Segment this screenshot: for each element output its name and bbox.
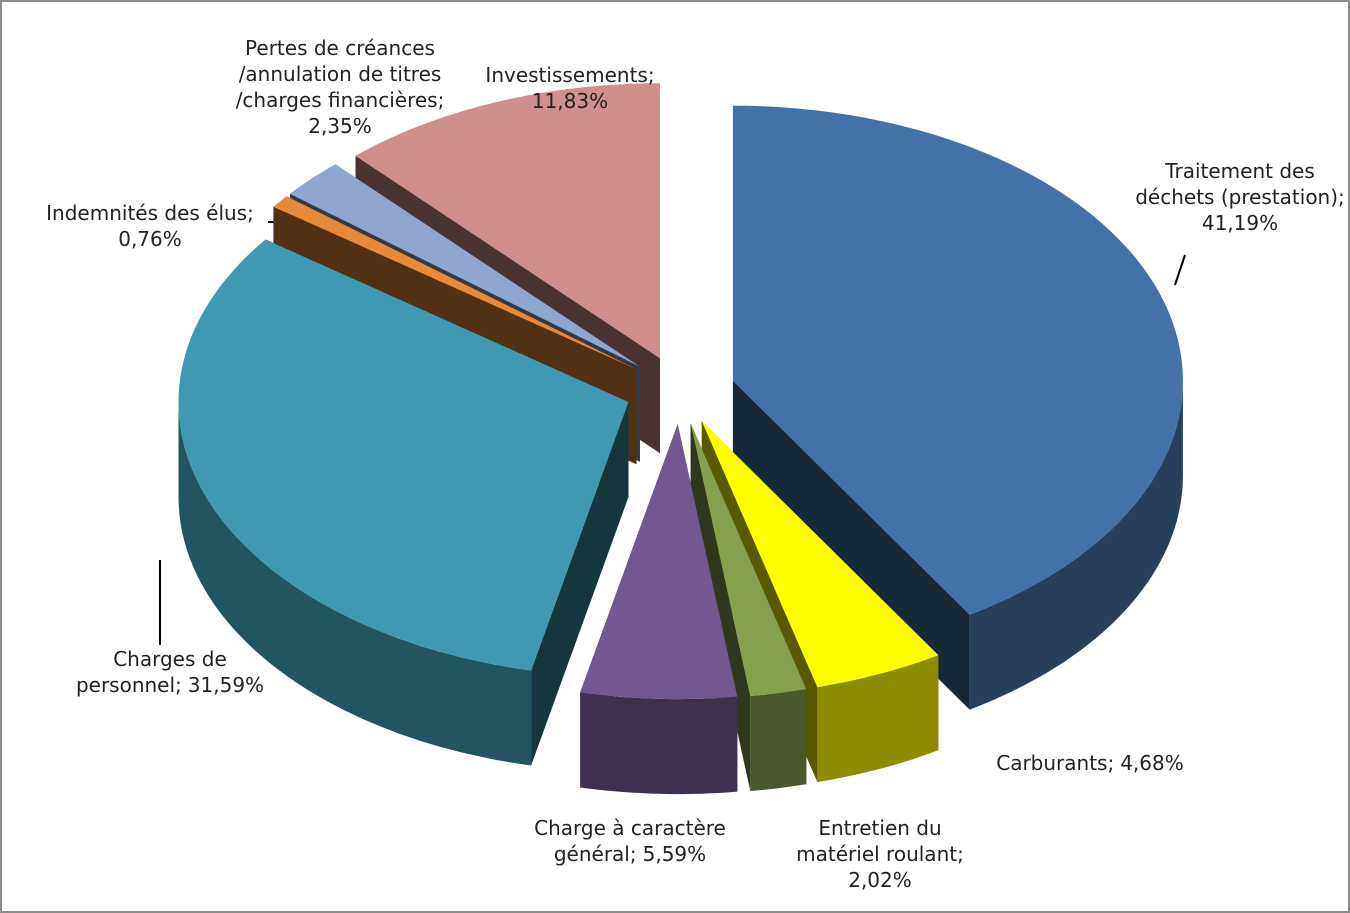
category-label: Carburants; (996, 751, 1115, 775)
slice-top (690, 423, 807, 696)
category-label: Entretien du matériel roulant; (796, 816, 964, 866)
data-label: Carburants; 4,68% (965, 750, 1215, 776)
slice-top (732, 105, 1183, 615)
value-label: 0,76% (118, 227, 182, 251)
slice-top (178, 239, 629, 671)
value-label: 41,19% (1201, 211, 1279, 235)
data-label: Traitement des déchets (prestation); 41,1… (1125, 158, 1350, 236)
slice-side (750, 689, 807, 791)
data-label: Investissements; 11,83% (470, 62, 670, 114)
category-label: Investissements; (485, 63, 655, 87)
slice-side (969, 380, 1183, 710)
slice-side (817, 655, 939, 783)
slice (732, 105, 1183, 710)
data-label: Pertes de créances /annulation de titres… (205, 35, 475, 139)
category-label: Traitement des déchets (prestation); (1135, 159, 1345, 209)
data-label: Indemnités des élus; 0,76% (5, 200, 295, 252)
category-label: Pertes de créances /annulation de titres… (235, 36, 445, 112)
slice-top (290, 164, 640, 367)
value-label: 31,59% (187, 673, 265, 697)
category-label: Charge à caractère général; (534, 816, 726, 866)
category-label: Charges de personnel; (75, 647, 227, 697)
value-label: 5,59% (642, 842, 707, 866)
value-label: 11,83% (531, 89, 609, 113)
slice-top (273, 196, 637, 370)
slice-top (701, 421, 939, 688)
data-label: Charge à caractère général; 5,59% (500, 815, 760, 867)
value-label: 4,68% (1120, 751, 1184, 775)
leader-line (1174, 254, 1186, 286)
slice-top (580, 424, 738, 700)
slice-wall (531, 402, 629, 766)
slice-wall (732, 380, 970, 710)
slice (178, 239, 629, 766)
slice-side (178, 402, 532, 766)
data-label: Entretien du matériel roulant; 2,02% (775, 815, 985, 893)
value-label: 2,02% (848, 868, 912, 892)
value-label: 2,35% (308, 114, 372, 138)
data-label: Charges de personnel; 31,59% (45, 646, 295, 698)
slice (580, 424, 738, 795)
category-label: Indemnités des élus; (46, 201, 254, 225)
slice-side (580, 692, 738, 795)
slice-top (355, 83, 660, 359)
